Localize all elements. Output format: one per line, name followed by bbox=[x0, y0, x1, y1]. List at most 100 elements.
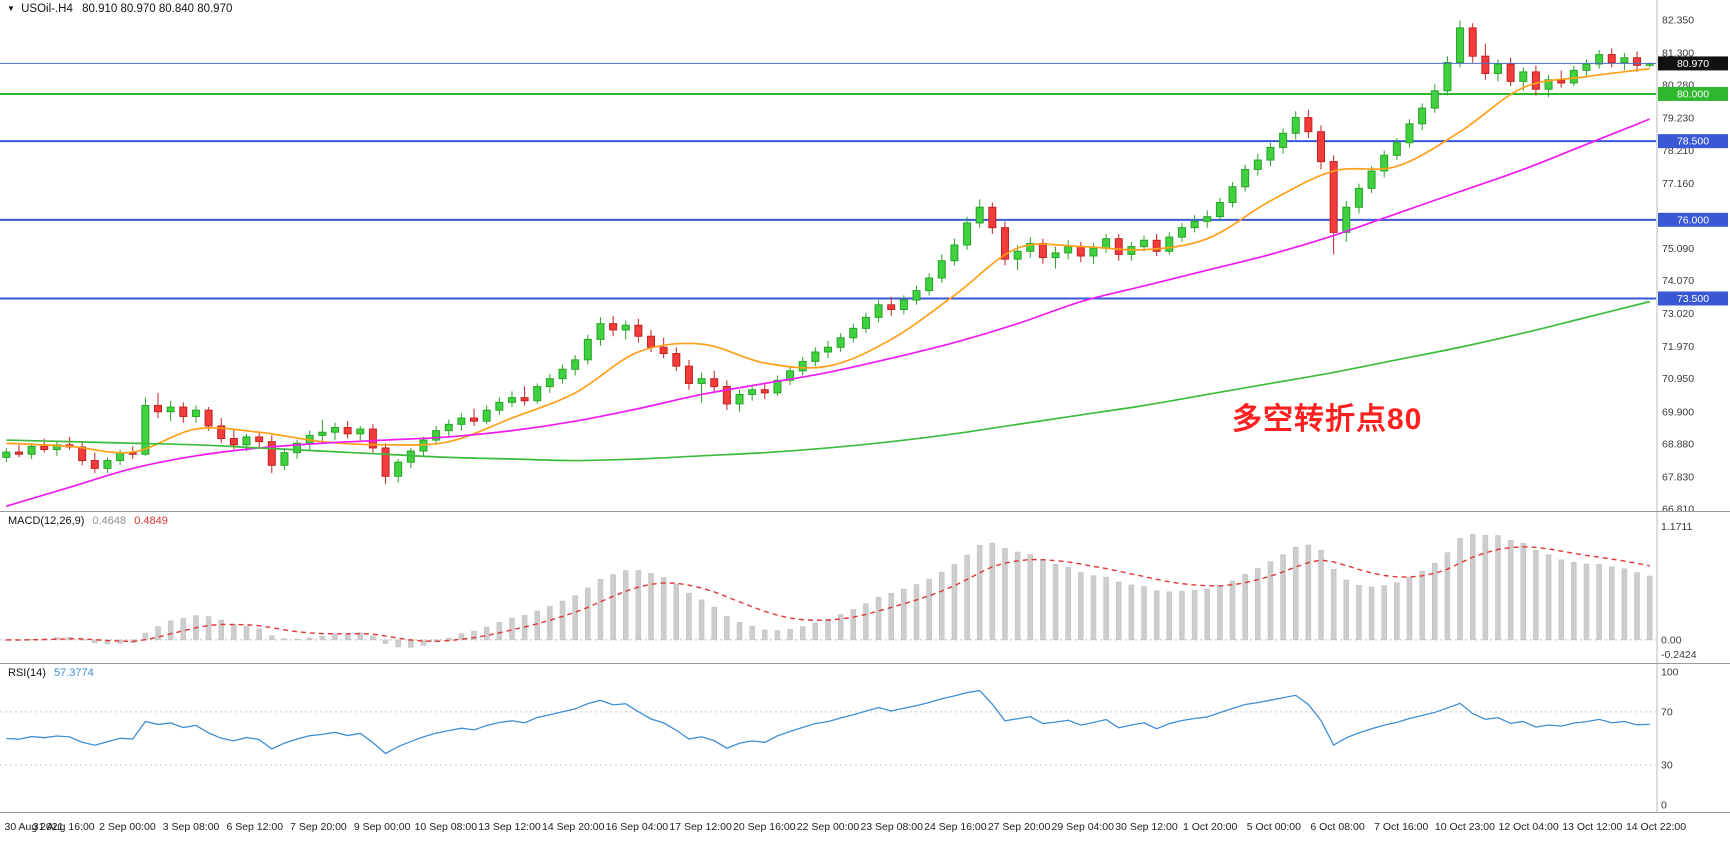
svg-text:82.350: 82.350 bbox=[1662, 15, 1694, 27]
macd-bar bbox=[446, 637, 452, 641]
candle-body bbox=[1468, 27, 1477, 57]
macd-bar bbox=[1103, 576, 1109, 641]
macd-bar bbox=[1217, 585, 1223, 641]
candle-body bbox=[103, 460, 112, 469]
candle-body bbox=[14, 451, 23, 455]
hline-tag-76.000[interactable] bbox=[1658, 212, 1728, 227]
candle-body bbox=[1266, 146, 1275, 161]
candle-body bbox=[1279, 132, 1288, 148]
macd-bar bbox=[1002, 548, 1008, 641]
candle-body bbox=[90, 460, 99, 469]
candle-body bbox=[432, 430, 441, 441]
macd-bar bbox=[1267, 561, 1274, 641]
candle-body bbox=[596, 323, 605, 340]
candle-body bbox=[368, 428, 377, 449]
candle-body bbox=[849, 327, 858, 339]
candle-body bbox=[419, 439, 428, 452]
candle-body bbox=[1620, 57, 1629, 63]
candle-body bbox=[1114, 238, 1123, 255]
macd-bar bbox=[205, 616, 212, 641]
candle-body bbox=[1317, 131, 1326, 163]
macd-bar bbox=[243, 626, 250, 641]
candle-body bbox=[950, 244, 959, 262]
svg-text:66.810: 66.810 bbox=[1662, 504, 1694, 513]
svg-text:9 Sep 00:00: 9 Sep 00:00 bbox=[354, 821, 411, 833]
candle-body bbox=[1089, 247, 1098, 257]
candle-body bbox=[760, 389, 769, 394]
macd-bar bbox=[332, 634, 338, 641]
candle-body bbox=[558, 368, 567, 380]
svg-text:67.830: 67.830 bbox=[1662, 471, 1694, 483]
candle-body bbox=[533, 386, 542, 402]
macd-bar bbox=[1343, 579, 1350, 641]
candle-body bbox=[507, 397, 516, 403]
candle-body bbox=[457, 417, 466, 425]
rsi-indicator-label: RSI(14) 57.3774 bbox=[8, 667, 99, 679]
macd-bar bbox=[1292, 546, 1299, 641]
candle-body bbox=[154, 404, 163, 413]
symbol-timeframe-label: USOil-.H4 bbox=[21, 3, 73, 15]
macd-bar bbox=[92, 639, 98, 644]
svg-text:14 Sep 20:00: 14 Sep 20:00 bbox=[542, 821, 605, 833]
macd-bar bbox=[1280, 554, 1286, 641]
candle-body bbox=[116, 452, 125, 462]
macd-bar bbox=[1444, 552, 1451, 641]
candle-body bbox=[1418, 107, 1427, 125]
candle-body bbox=[1506, 63, 1515, 82]
macd-bar bbox=[1482, 535, 1489, 641]
macd-bar bbox=[559, 600, 566, 641]
macd-bar bbox=[1229, 580, 1236, 641]
macd-bar bbox=[762, 629, 768, 641]
candle-body bbox=[1531, 71, 1540, 90]
svg-text:30 Aug 2021: 30 Aug 2021 bbox=[5, 821, 64, 833]
rsi-panel[interactable]: 100 70 30 0 bbox=[0, 664, 1730, 813]
svg-text:5 Oct 00:00: 5 Oct 00:00 bbox=[1247, 821, 1301, 833]
price-chart-panel[interactable]: 82.35081.30080.28079.23078.21077.16075.0… bbox=[0, 0, 1730, 512]
svg-text:7 Sep 20:00: 7 Sep 20:00 bbox=[290, 821, 347, 833]
macd-bar bbox=[382, 639, 389, 644]
ohlc-readout: 80.910 80.970 80.840 80.970 bbox=[82, 3, 233, 15]
svg-text:0: 0 bbox=[1661, 800, 1667, 812]
svg-text:1.1711: 1.1711 bbox=[1661, 521, 1692, 533]
macd-name: MACD(12,26,9) bbox=[8, 515, 85, 527]
macd-bar bbox=[686, 592, 692, 641]
last-price-tag[interactable] bbox=[1658, 56, 1728, 71]
macd-bar bbox=[1469, 533, 1476, 641]
symbol-dropdown-icon[interactable]: ▼ bbox=[7, 4, 15, 13]
macd-bar bbox=[294, 638, 300, 641]
macd-bar bbox=[509, 617, 515, 641]
candle-body bbox=[470, 417, 479, 422]
chart-title-bar: ▼ USOil-.H4 80.910 80.970 80.840 80.970 bbox=[7, 3, 238, 15]
candle-body bbox=[1165, 236, 1174, 252]
macd-histogram bbox=[3, 533, 1653, 648]
svg-text:16 Sep 04:00: 16 Sep 04:00 bbox=[606, 821, 669, 833]
hline-tag-78.500[interactable] bbox=[1658, 134, 1728, 149]
candle-body bbox=[988, 206, 997, 229]
hline-tag-73.500[interactable] bbox=[1658, 291, 1728, 306]
candle-body bbox=[748, 389, 757, 395]
candle-body bbox=[444, 423, 453, 432]
svg-text:70.950: 70.950 bbox=[1662, 373, 1694, 385]
candle-body bbox=[684, 365, 693, 384]
rsi-value: 57.3774 bbox=[53, 667, 94, 679]
candle-body bbox=[166, 406, 175, 413]
macd-bar bbox=[1090, 575, 1097, 641]
macd-bar bbox=[344, 633, 351, 641]
rsi-axis-labels: 100 70 30 0 bbox=[1661, 667, 1679, 812]
hline-tag-80.000[interactable] bbox=[1658, 86, 1728, 101]
candle-body bbox=[710, 378, 719, 388]
rsi-line bbox=[6, 689, 1650, 755]
macd-panel[interactable]: 1.1711 0.00 -0.2424 bbox=[0, 512, 1730, 664]
macd-bar bbox=[496, 622, 503, 641]
candle-body bbox=[1102, 238, 1111, 249]
macd-bar bbox=[863, 603, 869, 641]
candle-body bbox=[1013, 250, 1022, 260]
macd-bar bbox=[1078, 572, 1084, 641]
candle-body bbox=[1203, 216, 1212, 222]
macd-bar bbox=[660, 577, 667, 641]
ma-fast-line bbox=[6, 67, 1650, 454]
candle-body bbox=[330, 427, 339, 433]
